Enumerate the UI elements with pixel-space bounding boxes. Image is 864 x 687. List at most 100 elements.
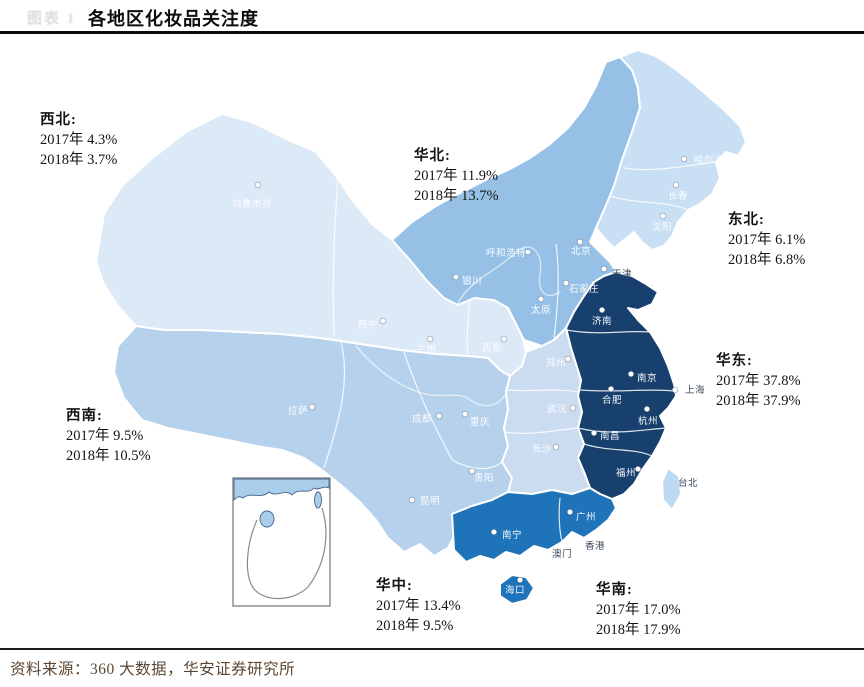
city-dot — [659, 212, 667, 220]
footer-divider — [0, 648, 864, 650]
region-stat-huadong: 华东: 2017年 37.8% 2018年 37.9% — [716, 351, 801, 411]
city-label: 南昌 — [600, 430, 620, 442]
region-value-2017: 2017年 13.4% — [376, 598, 461, 614]
city-dot — [672, 181, 680, 189]
city-label: 澳门 — [552, 548, 572, 560]
region-stat-huanan: 华南: 2017年 17.0% 2018年 17.9% — [596, 580, 681, 640]
city-dot — [490, 528, 498, 536]
city-dot — [461, 410, 469, 418]
city-label: 天津 — [612, 269, 632, 280]
city-dot — [408, 496, 416, 504]
region-value-2017: 2017年 11.9% — [414, 168, 499, 184]
city-label: 西宁 — [358, 319, 378, 331]
region-hainan-island — [499, 574, 535, 605]
city-label: 呼和浩特 — [486, 247, 526, 259]
city-label: 拉萨 — [288, 405, 308, 417]
city-label: 沈阳 — [652, 221, 672, 233]
city-dot — [576, 238, 584, 246]
city-label: 长春 — [668, 190, 688, 202]
city-label: 上海 — [685, 384, 705, 396]
region-value-2018: 2018年 3.7% — [40, 152, 118, 168]
inset-south-china-sea — [232, 477, 331, 607]
region-value-2017: 2017年 6.1% — [728, 232, 806, 248]
city-label: 香港 — [585, 540, 605, 552]
city-dot — [379, 317, 387, 325]
city-label: 哈尔滨 — [694, 154, 724, 166]
city-dot — [627, 370, 635, 378]
region-huabei — [391, 56, 641, 347]
city-label: 广州 — [576, 511, 596, 523]
city-label: 福州 — [616, 467, 636, 479]
region-name: 华中: — [376, 578, 413, 594]
city-dot — [671, 386, 679, 394]
city-label: 石家庄 — [569, 283, 599, 295]
city-dot — [552, 443, 560, 451]
city-label: 武汉 — [547, 403, 567, 415]
region-name: 华北: — [414, 148, 451, 164]
region-value-2018: 2018年 9.5% — [376, 618, 454, 634]
region-value-2018: 2018年 13.7% — [414, 188, 499, 204]
city-label: 郑州 — [546, 357, 566, 369]
city-dot — [598, 306, 606, 314]
city-dot — [634, 465, 642, 473]
city-label: 乌鲁木齐 — [232, 198, 272, 210]
region-stat-xibei: 西北: 2017年 4.3% 2018年 3.7% — [40, 110, 117, 170]
region-value-2017: 2017年 17.0% — [596, 602, 681, 618]
city-label: 合肥 — [602, 394, 622, 406]
title-divider — [0, 31, 864, 34]
region-value-2017: 2017年 37.8% — [716, 373, 801, 389]
city-label: 太原 — [531, 304, 551, 316]
region-dongbei — [595, 49, 747, 251]
city-label: 杭州 — [638, 415, 658, 427]
region-stat-dongbei: 东北: 2017年 6.1% 2018年 6.8% — [728, 210, 805, 270]
city-label: 银川 — [462, 275, 482, 287]
region-value-2017: 2017年 4.3% — [40, 132, 118, 148]
city-dot — [590, 429, 598, 437]
city-dot — [566, 508, 574, 516]
region-name: 东北: — [728, 212, 765, 228]
city-dot — [308, 403, 316, 411]
region-name: 西南: — [66, 408, 103, 424]
source-note: 资料来源：360 大数据，华安证券研究所 — [10, 661, 296, 678]
city-dot — [643, 405, 651, 413]
region-value-2017: 2017年 9.5% — [66, 428, 144, 444]
region-name: 华东: — [716, 353, 753, 369]
region-name: 西北: — [40, 112, 77, 128]
city-label: 长沙 — [532, 443, 552, 455]
city-dot — [500, 335, 508, 343]
city-dot — [537, 295, 545, 303]
city-label: 重庆 — [470, 416, 490, 428]
city-label: 昆明 — [420, 496, 440, 507]
city-dot — [254, 181, 262, 189]
region-stat-huabei: 华北: 2017年 11.9% 2018年 13.7% — [414, 146, 499, 206]
city-dot — [468, 467, 476, 475]
city-dot — [435, 412, 443, 420]
city-label: 兰州 — [416, 343, 436, 355]
city-label: 济南 — [592, 315, 612, 327]
city-label: 成都 — [412, 413, 432, 425]
city-dot — [452, 273, 460, 281]
region-name: 华南: — [596, 582, 633, 598]
city-dot — [426, 335, 434, 343]
region-stat-huazhong: 华中: 2017年 13.4% 2018年 9.5% — [376, 576, 461, 636]
city-dot — [680, 155, 688, 163]
city-label: 西安 — [482, 342, 502, 354]
city-label: 北京 — [571, 245, 591, 257]
region-value-2018: 2018年 17.9% — [596, 622, 681, 638]
city-dot — [607, 385, 615, 393]
region-value-2018: 2018年 6.8% — [728, 252, 806, 268]
faded-figure-label: 图表 1 — [27, 11, 77, 27]
city-dot — [564, 355, 572, 363]
figure-title: 各地区化妆品关注度 — [88, 9, 259, 29]
city-dot — [524, 248, 532, 256]
city-dot — [569, 404, 577, 412]
city-dot — [516, 576, 524, 584]
city-label: 海口 — [505, 584, 525, 596]
city-label: 台北 — [678, 477, 698, 489]
rivers — [355, 246, 561, 407]
region-taiwan — [661, 467, 682, 511]
province-borders — [323, 161, 717, 543]
